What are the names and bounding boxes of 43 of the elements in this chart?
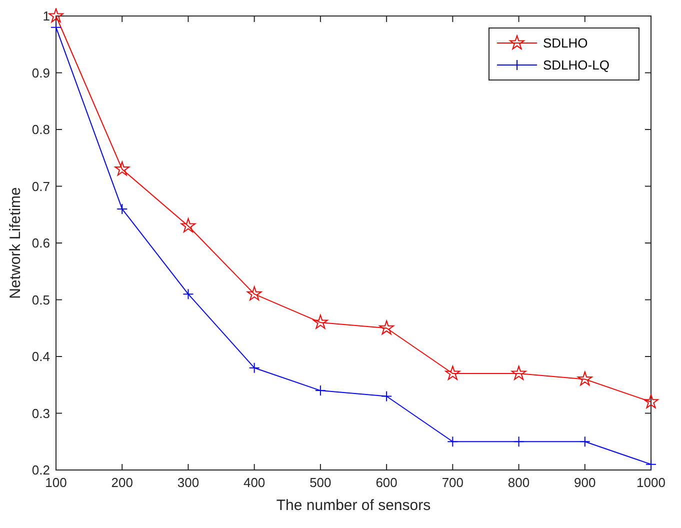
point bbox=[312, 314, 328, 329]
point bbox=[114, 161, 130, 176]
x-tick-label: 800 bbox=[508, 475, 530, 490]
legend-label: SDLHO bbox=[543, 36, 588, 51]
x-tick-label: 300 bbox=[177, 475, 200, 490]
point bbox=[445, 366, 460, 380]
y-tick-label: 0.5 bbox=[32, 292, 50, 308]
y-tick-label: 0.2 bbox=[32, 462, 50, 478]
x-tick-label: 600 bbox=[376, 475, 398, 490]
point bbox=[644, 394, 658, 408]
point bbox=[381, 390, 392, 402]
y-tick-label: 0.8 bbox=[32, 122, 50, 138]
point bbox=[116, 203, 128, 214]
point bbox=[579, 436, 590, 448]
x-tick-label: 400 bbox=[243, 475, 266, 490]
point bbox=[48, 8, 64, 22]
point bbox=[314, 385, 326, 396]
x-tick-label: 900 bbox=[574, 475, 596, 490]
x-tick-label: 500 bbox=[310, 475, 332, 490]
x-tick-label: 200 bbox=[111, 475, 133, 490]
y-tick-label: 0.9 bbox=[32, 65, 50, 80]
x-axis-title: The number of sensors bbox=[276, 497, 431, 514]
point bbox=[577, 371, 592, 386]
y-tick-label: 1 bbox=[42, 8, 50, 24]
x-tick-label: 700 bbox=[442, 475, 464, 490]
point bbox=[646, 458, 656, 470]
point bbox=[182, 288, 194, 300]
legend-label: SDLHO-LQ bbox=[543, 58, 610, 73]
y-axis-title: Network Lifetime bbox=[7, 187, 24, 299]
y-tick-label: 0.7 bbox=[32, 178, 50, 194]
point bbox=[180, 218, 196, 232]
x-tick-label: 100 bbox=[45, 475, 67, 490]
y-tick-label: 0.3 bbox=[32, 406, 50, 421]
point bbox=[511, 366, 526, 380]
y-tick-label: 0.4 bbox=[32, 349, 50, 364]
point bbox=[248, 362, 260, 374]
point bbox=[50, 22, 62, 33]
x-tick-label: 1000 bbox=[636, 475, 666, 490]
point bbox=[447, 436, 458, 448]
point bbox=[379, 320, 394, 335]
point bbox=[246, 286, 262, 300]
y-tick-label: 0.6 bbox=[32, 236, 50, 251]
point bbox=[513, 436, 524, 448]
